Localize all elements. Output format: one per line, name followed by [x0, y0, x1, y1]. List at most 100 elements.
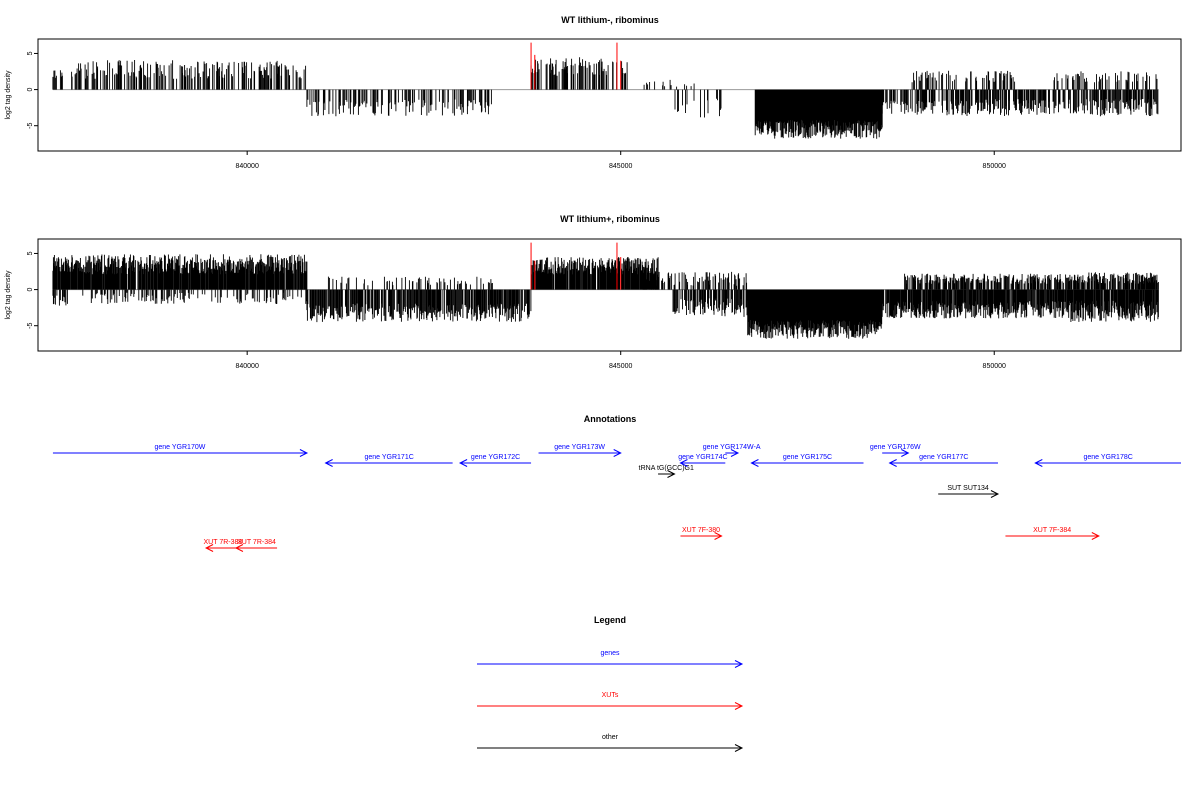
arrowhead-icon: [299, 449, 309, 457]
feature-gene: gene YGR174C: [678, 454, 728, 467]
y-tick-label: -5: [27, 122, 34, 128]
feature-gene: gene YGR177C: [888, 454, 998, 467]
arrowhead-icon: [750, 459, 759, 467]
annotations-title: Annotations: [584, 414, 637, 424]
feature-label: XUT 7F-380: [682, 527, 720, 534]
coverage-bars-minus: [674, 89, 722, 118]
coverage-bars-minus: [1068, 289, 1159, 322]
feature-label: gene YGR177C: [919, 454, 968, 461]
arrowhead-icon: [734, 660, 744, 668]
track-panel-lithium-plus: WT lithium+, ribominus log2 tag density …: [5, 214, 1182, 370]
coverage-bars-minus: [1068, 89, 1159, 117]
feature-gene: gene YGR176W: [870, 444, 921, 457]
arrowhead-icon: [901, 449, 910, 457]
feature-label: gene YGR170W: [155, 444, 206, 451]
legend-panel: Legend genes XUTs other: [477, 615, 744, 752]
coverage-bars-minus: [747, 289, 883, 339]
bar-group: [52, 242, 1159, 339]
feature-label: gene YGR174C: [678, 454, 727, 461]
feature-label: XUT 7F-384: [1033, 527, 1071, 534]
feature-label: XUT 7R-383: [204, 539, 243, 546]
arrowhead-icon: [204, 544, 214, 552]
feature-label: gene YGR176W: [870, 444, 921, 451]
x-tick-label: 840000: [235, 163, 258, 170]
coverage-bars-plus: [643, 79, 695, 90]
y-tick-label: 0: [27, 288, 34, 292]
feature-gene: gene YGR171C: [324, 454, 453, 467]
track-panel-lithium-minus: WT lithium-, ribominus log2 tag density …: [5, 15, 1182, 170]
feature-label: gene YGR173W: [554, 444, 605, 451]
arrowhead-icon: [1091, 532, 1100, 540]
feature-group: gene YGR170W gene YGR171C gene YGR172C gene…: [52, 444, 1181, 552]
x-tick-label: 845000: [609, 363, 632, 370]
coverage-bars-plus: [1053, 71, 1158, 90]
coverage-bars-plus: [904, 273, 1070, 290]
legend-label: XUTs: [602, 692, 619, 699]
arrowhead-icon: [679, 459, 688, 467]
feature-label: gene YGR178C: [1084, 454, 1133, 461]
feature-label: SUT SUT134: [947, 485, 989, 492]
legend-title: Legend: [594, 615, 626, 625]
coverage-bars-minus: [52, 289, 68, 306]
feature-label: gene YGR174W-A: [703, 444, 761, 451]
coverage-bars-minus: [881, 89, 935, 115]
y-axis-label: log2 tag density: [5, 70, 12, 120]
arrowhead-icon: [734, 744, 744, 752]
axes: 5 0 -5 840000 845000 850000: [27, 251, 1006, 370]
x-tick-label: 845000: [609, 163, 632, 170]
arrowhead-icon: [734, 702, 744, 710]
feature-gene: gene YGR174W-A: [703, 444, 761, 457]
y-tick-label: -5: [27, 322, 34, 328]
coverage-bars-plus: [52, 254, 308, 290]
feature-gene: gene YGR172C: [458, 454, 532, 467]
arrowhead-icon: [458, 459, 468, 467]
coverage-bars-plus: [52, 70, 63, 90]
feature-gene: gene YGR170W: [52, 444, 309, 457]
coverage-bars-plus: [327, 276, 493, 290]
feature-label: gene YGR172C: [471, 454, 520, 461]
legend-item-xut: XUTs: [477, 692, 744, 710]
coverage-bars-plus: [911, 70, 1016, 90]
arrowhead-icon: [1034, 459, 1043, 467]
coverage-bars-minus: [934, 89, 1069, 116]
y-tick-label: 5: [27, 51, 34, 55]
coverage-bars-minus: [306, 289, 532, 323]
legend-items: genes XUTs other: [477, 650, 744, 752]
legend-label: other: [602, 734, 619, 741]
bar-group: [52, 42, 1159, 139]
feature-xut: XUT 7F-380: [680, 527, 723, 540]
axes: 5 0 -5 840000 845000 850000: [27, 51, 1006, 170]
legend-item-gene: genes: [477, 650, 744, 668]
arrowhead-icon: [667, 470, 676, 478]
arrowhead-icon: [990, 490, 1000, 498]
y-tick-label: 5: [27, 251, 34, 255]
feature-xut: XUT 7R-383: [204, 539, 243, 552]
coverage-bars-plus: [642, 271, 748, 290]
plot-frame: [37, 238, 1182, 352]
arrowhead-icon: [324, 459, 333, 467]
x-tick-label: 850000: [983, 363, 1006, 370]
coverage-bars-plus: [530, 57, 628, 90]
coverage-bars-plus: [1068, 272, 1159, 290]
feature-label: gene YGR171C: [364, 454, 413, 461]
y-tick-label: 0: [27, 88, 34, 92]
feature-xut: XUT 7F-384: [1005, 527, 1100, 540]
feature-other: tRNA tG(GCC)G1: [639, 465, 694, 478]
coverage-bars-minus: [754, 89, 883, 139]
plot-frame: [37, 38, 1182, 152]
coverage-bars-minus: [672, 289, 748, 317]
coverage-bars-plus: [71, 60, 307, 90]
legend-label: genes: [600, 650, 620, 657]
panel-title: WT lithium+, ribominus: [560, 214, 660, 224]
feature-label: XUT 7R-384: [237, 539, 276, 546]
arrowhead-icon: [714, 532, 723, 540]
x-tick-label: 840000: [235, 363, 258, 370]
feature-xut: XUT 7R-384: [234, 539, 278, 552]
feature-gene: gene YGR178C: [1034, 454, 1181, 467]
coverage-bars-minus: [306, 89, 492, 117]
feature-label: tRNA tG(GCC)G1: [639, 465, 694, 472]
coverage-bars-minus: [82, 289, 307, 304]
feature-gene: gene YGR173W: [538, 444, 622, 457]
